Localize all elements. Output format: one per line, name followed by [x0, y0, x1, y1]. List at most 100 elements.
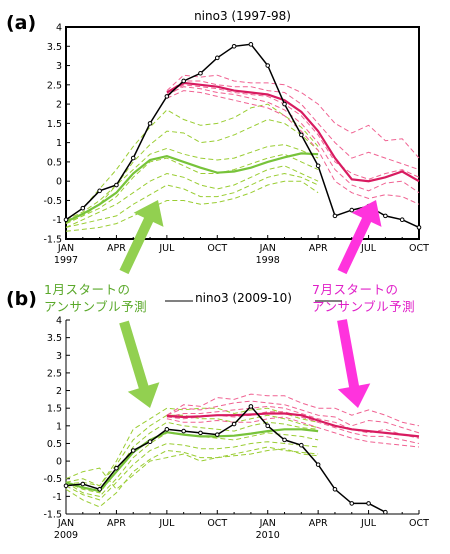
panel-a-observed-point — [332, 213, 338, 219]
panel-b-observed-point — [164, 427, 170, 432]
jul-arrow-up — [337, 200, 382, 275]
panel-b-title-bg — [193, 288, 315, 304]
jul-start-annotation: 7月スタートの アンサンブル予測 — [312, 281, 415, 315]
panel-a-observed-line — [65, 43, 420, 229]
panel-a-y-tick-label: -0.5 — [43, 196, 62, 207]
panel-b-y-tick-label: 0.5 — [47, 439, 62, 450]
panel-a-jul-member-line — [166, 80, 420, 171]
panel-a-y-tick-label: 1.5 — [47, 119, 62, 130]
panel-b-observed-point — [315, 462, 321, 467]
jan-arrow-down — [119, 320, 160, 408]
panel-b-y-tick-label: -1 — [53, 492, 62, 503]
panel-b-observed-point — [114, 465, 119, 471]
panel-b-y-tick-label: -1.5 — [43, 510, 62, 521]
panel-a-y-tick-label: -1.5 — [43, 235, 62, 246]
panel-b-x-tick-label: JAN — [259, 518, 276, 529]
panel-a-observed-point — [416, 225, 422, 230]
panel-a-x-tick-label: OCT — [409, 243, 429, 254]
jan-start-line-1: 1月スタートの — [44, 282, 131, 297]
panel-b-x-tick-label: APR — [309, 518, 328, 529]
panel-a-jan-member-line — [65, 144, 319, 221]
panel-b-y-tick-label: 4 — [56, 316, 62, 327]
panel-b-x-tick-label: JUL — [360, 518, 377, 529]
panel-b-year-label: 2009 — [54, 530, 78, 541]
panel-b-observed-point — [130, 448, 136, 453]
panel-a-jul-member-line — [166, 86, 420, 194]
panel-a-observed-point — [164, 94, 170, 99]
panel-a-x-tick-label: JAN — [259, 243, 276, 254]
panel-a-y-tick-label: 1 — [56, 138, 62, 149]
panel-b-label: (b) — [6, 288, 37, 310]
panel-b-y-tick-label: 3 — [56, 351, 62, 362]
panel-a-observed-point — [349, 207, 355, 213]
panel-b-jul-member-line — [166, 405, 420, 439]
panel-a-observed-point — [63, 217, 69, 223]
jan-start-annotation: 1月スタートの アンサンブル予測 — [44, 281, 147, 315]
panel-b-observed-point — [80, 481, 86, 487]
panel-b-observed-point — [147, 439, 153, 444]
panel-a-title: nino3 (1997-98) — [194, 9, 291, 23]
panel-a-y-tick-label: 2 — [56, 100, 62, 111]
panel-b-title: nino3 (2009-10) — [195, 291, 292, 305]
panel-a-label: (a) — [6, 12, 37, 34]
panel-b-x-tick-label: APR — [107, 518, 126, 529]
panel-a-observed-point — [97, 188, 102, 194]
panel-b-observed-line — [65, 405, 386, 513]
jul-start-line-1: 7月スタートの — [312, 282, 399, 297]
panel-a-y-tick-label: 4 — [56, 23, 62, 34]
panel-a-observed-point — [147, 121, 153, 126]
jan-arrow-up — [119, 200, 164, 275]
panel-a-y-tick-label: 3.5 — [47, 42, 62, 53]
panel-b-y-tick-label: 2.5 — [47, 368, 62, 379]
panel-a-observed-point — [383, 213, 388, 219]
panel-a-jul-member-line — [166, 84, 420, 180]
panel-b-jul-member-line — [166, 416, 420, 448]
panel-b-x-tick-label: OCT — [207, 518, 227, 529]
panel-a-observed-point — [198, 70, 203, 76]
jan-start-line-2: アンサンブル予測 — [44, 299, 148, 314]
panel-a-jan-member-line — [65, 172, 319, 228]
panel-a-observed-point — [248, 42, 254, 47]
panel-a-observed-point — [114, 182, 119, 188]
panel-a-observed-point — [399, 217, 405, 223]
panel-b-observed-point — [248, 404, 254, 409]
panel-b-observed-point — [282, 437, 287, 443]
panel-a-x-tick-label: JAN — [57, 243, 74, 254]
jul-start-line-2: アンサンブル予測 — [312, 299, 416, 314]
panel-b-observed-point — [198, 430, 203, 436]
panel-b-observed-point — [349, 501, 355, 506]
panel-b-observed-point — [383, 509, 388, 515]
panel-a-observed-point — [130, 155, 136, 161]
panel-a-y-tick-label: 2.5 — [47, 80, 62, 91]
panel-a-y-tick-label: 3 — [56, 61, 62, 72]
panel-a-observed-point — [282, 101, 287, 107]
panel-a-observed-point — [315, 163, 321, 169]
panel-b-observed-point — [265, 423, 271, 429]
panel-b-observed-point — [366, 501, 371, 506]
panel-b-jan-member-line — [65, 414, 319, 487]
panel-b-x-tick-label: JAN — [57, 518, 74, 529]
panel-b-observed-point — [299, 442, 304, 448]
panel-b-jan-member-line — [65, 421, 319, 494]
panel-a-observed-point — [80, 205, 86, 211]
panel-b-observed-point — [63, 483, 69, 489]
panel-b-jan-member-line — [65, 441, 319, 501]
panel-a-x-tick-label: JUL — [158, 243, 175, 254]
panel-b-x-tick-label: JUL — [158, 518, 175, 529]
panel-a-y-tick-label: -1 — [53, 215, 62, 226]
panel-b-observed-point — [214, 432, 220, 437]
panel-a-observed-point — [299, 132, 304, 138]
panel-a-jan-member-line — [65, 103, 319, 221]
panel-a-frame — [65, 26, 420, 240]
panel-b-x-tick-label: OCT — [409, 518, 429, 529]
panel-b-y-tick-label: 0 — [56, 457, 62, 468]
panel-a-observed-point — [265, 63, 271, 68]
panel-b-observed-point — [332, 487, 338, 492]
panel-a-jan-member-line — [65, 118, 319, 225]
panel-a-jul-mean-line — [166, 81, 420, 183]
panel-b-y-tick-label: 3.5 — [47, 333, 62, 344]
panel-a-jan-mean-line — [65, 152, 319, 223]
panel-b-observed-point — [181, 428, 186, 434]
panel-b-jul-member-line — [166, 400, 420, 434]
